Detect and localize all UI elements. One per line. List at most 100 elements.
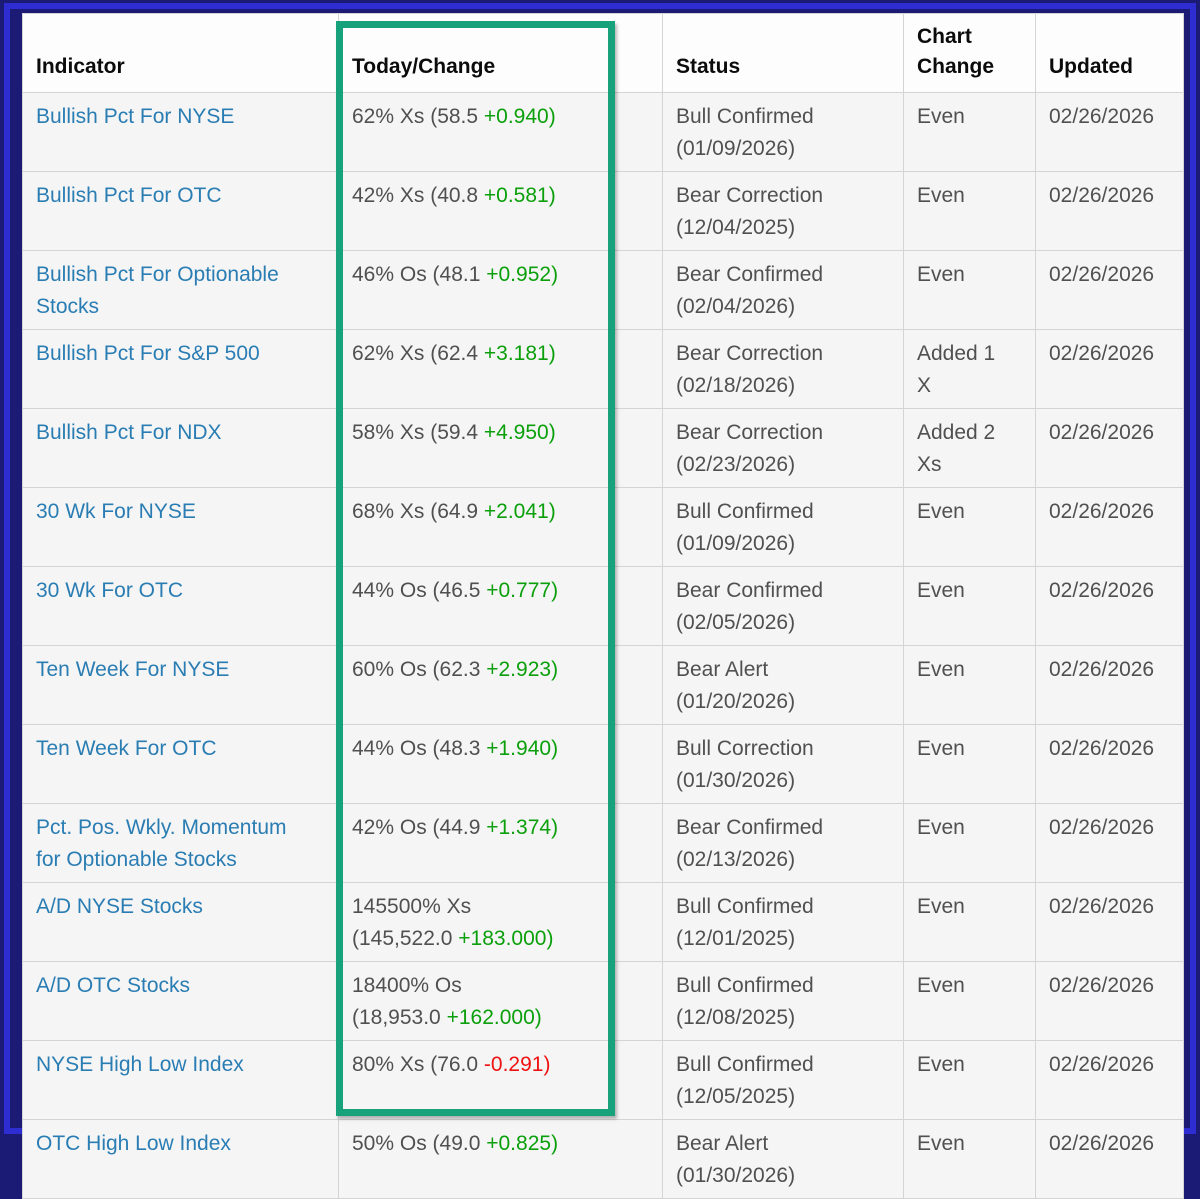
status-cell: Bear Alert (01/20/2026) <box>662 645 904 725</box>
chart-change-cell: Even <box>903 487 1036 567</box>
indicator-link[interactable]: A/D NYSE Stocks <box>36 895 203 918</box>
change-close-paren: ) <box>534 1006 542 1029</box>
status-cell: Bull Confirmed (12/05/2025) <box>662 1040 904 1120</box>
chart-change-cell: Even <box>903 171 1036 251</box>
header-row: Indicator Today/Change Status Chart Chan… <box>22 13 1184 93</box>
today-change-cell: 145500% Xs (145,522.0 +183.000) <box>338 882 663 962</box>
chart-change-cell: Even <box>903 1040 1036 1120</box>
col-header-updated: Updated <box>1035 13 1184 93</box>
table-row: Ten Week For NYSE 60% Os (62.3 +2.923) B… <box>22 645 1184 725</box>
chart-change-cell: Even <box>903 803 1036 883</box>
today-value: 42% Xs (40.8 <box>352 184 484 207</box>
table-row: Bullish Pct For NDX 58% Xs (59.4 +4.950)… <box>22 408 1184 488</box>
indicator-link[interactable]: 30 Wk For OTC <box>36 579 184 602</box>
indicator-cell: A/D NYSE Stocks <box>22 882 339 962</box>
indicator-cell: Ten Week For OTC <box>22 724 339 804</box>
today-change-cell: 18400% Os (18,953.0 +162.000) <box>338 961 663 1041</box>
updated-cell: 02/26/2026 <box>1035 961 1184 1041</box>
indicator-link[interactable]: Bullish Pct For Optionable Stocks <box>36 263 279 318</box>
status-cell: Bear Correction (02/23/2026) <box>662 408 904 488</box>
chart-change-cell: Even <box>903 566 1036 646</box>
updated-cell: 02/26/2026 <box>1035 250 1184 330</box>
today-value: 44% Os (46.5 <box>352 579 487 602</box>
today-value: 18400% Os (18,953.0 <box>352 974 462 1029</box>
chart-change-cell: Even <box>903 724 1036 804</box>
col-header-indicator: Indicator <box>22 13 339 93</box>
table-row: Bullish Pct For Optionable Stocks 46% Os… <box>22 250 1184 330</box>
today-change-cell: 42% Os (44.9 +1.374) <box>338 803 663 883</box>
indicator-cell: Bullish Pct For Optionable Stocks <box>22 250 339 330</box>
indicator-link[interactable]: Bullish Pct For S&P 500 <box>36 342 260 365</box>
today-value: 44% Os (48.3 <box>352 737 487 760</box>
table-row: Bullish Pct For NYSE 62% Xs (58.5 +0.940… <box>22 92 1184 172</box>
change-value: +1.940 <box>486 737 552 760</box>
change-value: +1.374 <box>486 816 552 839</box>
chart-change-cell: Even <box>903 92 1036 172</box>
table-row: Ten Week For OTC 44% Os (48.3 +1.940) Bu… <box>22 724 1184 804</box>
indicator-link[interactable]: OTC High Low Index <box>36 1132 231 1155</box>
status-cell: Bear Alert (01/30/2026) <box>662 1119 904 1199</box>
table-row: Bullish Pct For OTC 42% Xs (40.8 +0.581)… <box>22 171 1184 251</box>
indicator-link[interactable]: Bullish Pct For NDX <box>36 421 222 444</box>
status-cell: Bull Confirmed (12/01/2025) <box>662 882 904 962</box>
status-cell: Bear Confirmed (02/05/2026) <box>662 566 904 646</box>
today-value: 62% Xs (58.5 <box>352 105 484 128</box>
change-close-paren: ) <box>548 500 556 523</box>
updated-cell: 02/26/2026 <box>1035 724 1184 804</box>
indicator-link[interactable]: 30 Wk For NYSE <box>36 500 196 523</box>
change-close-paren: ) <box>551 737 559 760</box>
updated-cell: 02/26/2026 <box>1035 487 1184 567</box>
status-cell: Bull Confirmed (01/09/2026) <box>662 92 904 172</box>
indicator-cell: Ten Week For NYSE <box>22 645 339 725</box>
table-row: A/D OTC Stocks 18400% Os (18,953.0 +162.… <box>22 961 1184 1041</box>
indicator-link[interactable]: Bullish Pct For OTC <box>36 184 222 207</box>
updated-cell: 02/26/2026 <box>1035 1040 1184 1120</box>
change-value: +0.777 <box>486 579 552 602</box>
today-value: 80% Xs (76.0 <box>352 1053 484 1076</box>
col-header-today-change: Today/Change <box>338 13 663 93</box>
table-row: Pct. Pos. Wkly. Momentum for Optionable … <box>22 803 1184 883</box>
change-value: +0.581 <box>483 184 549 207</box>
chart-change-cell: Even <box>903 961 1036 1041</box>
table-row: OTC High Low Index 50% Os (49.0 +0.825) … <box>22 1119 1184 1199</box>
today-change-cell: 80% Xs (76.0 -0.291) <box>338 1040 663 1120</box>
indicator-link[interactable]: Ten Week For OTC <box>36 737 217 760</box>
change-value: +3.181 <box>483 342 549 365</box>
change-close-paren: ) <box>551 1132 559 1155</box>
change-value: +0.825 <box>486 1132 552 1155</box>
today-value: 46% Os (48.1 <box>352 263 487 286</box>
change-close-paren: ) <box>551 658 559 681</box>
change-value: +2.041 <box>483 500 549 523</box>
today-value: 50% Os (49.0 <box>352 1132 487 1155</box>
indicator-link[interactable]: Pct. Pos. Wkly. Momentum for Optionable … <box>36 816 287 871</box>
updated-cell: 02/26/2026 <box>1035 1119 1184 1199</box>
today-value: 62% Xs (62.4 <box>352 342 484 365</box>
today-value: 60% Os (62.3 <box>352 658 487 681</box>
today-change-cell: 44% Os (48.3 +1.940) <box>338 724 663 804</box>
change-close-paren: ) <box>543 1053 551 1076</box>
indicator-cell: NYSE High Low Index <box>22 1040 339 1120</box>
change-value: +0.940 <box>483 105 549 128</box>
change-value: +0.952 <box>486 263 552 286</box>
table-row: Bullish Pct For S&P 500 62% Xs (62.4 +3.… <box>22 329 1184 409</box>
change-value: +183.000 <box>458 927 547 950</box>
indicator-link[interactable]: Ten Week For NYSE <box>36 658 230 681</box>
indicator-cell: 30 Wk For OTC <box>22 566 339 646</box>
indicator-cell: Bullish Pct For NYSE <box>22 92 339 172</box>
today-value: 145500% Xs (145,522.0 <box>352 895 472 950</box>
today-change-cell: 62% Xs (58.5 +0.940) <box>338 92 663 172</box>
indicator-link[interactable]: Bullish Pct For NYSE <box>36 105 235 128</box>
chart-change-cell: Added 1 X <box>903 329 1036 409</box>
chart-change-cell: Even <box>903 1119 1036 1199</box>
updated-cell: 02/26/2026 <box>1035 408 1184 488</box>
table-row: 30 Wk For OTC 44% Os (46.5 +0.777) Bear … <box>22 566 1184 646</box>
indicator-link[interactable]: NYSE High Low Index <box>36 1053 244 1076</box>
today-value: 68% Xs (64.9 <box>352 500 484 523</box>
today-value: 42% Os (44.9 <box>352 816 487 839</box>
change-close-paren: ) <box>548 105 556 128</box>
change-value: +162.000 <box>446 1006 535 1029</box>
today-change-cell: 60% Os (62.3 +2.923) <box>338 645 663 725</box>
change-value: +4.950 <box>483 421 549 444</box>
indicator-link[interactable]: A/D OTC Stocks <box>36 974 191 997</box>
updated-cell: 02/26/2026 <box>1035 171 1184 251</box>
